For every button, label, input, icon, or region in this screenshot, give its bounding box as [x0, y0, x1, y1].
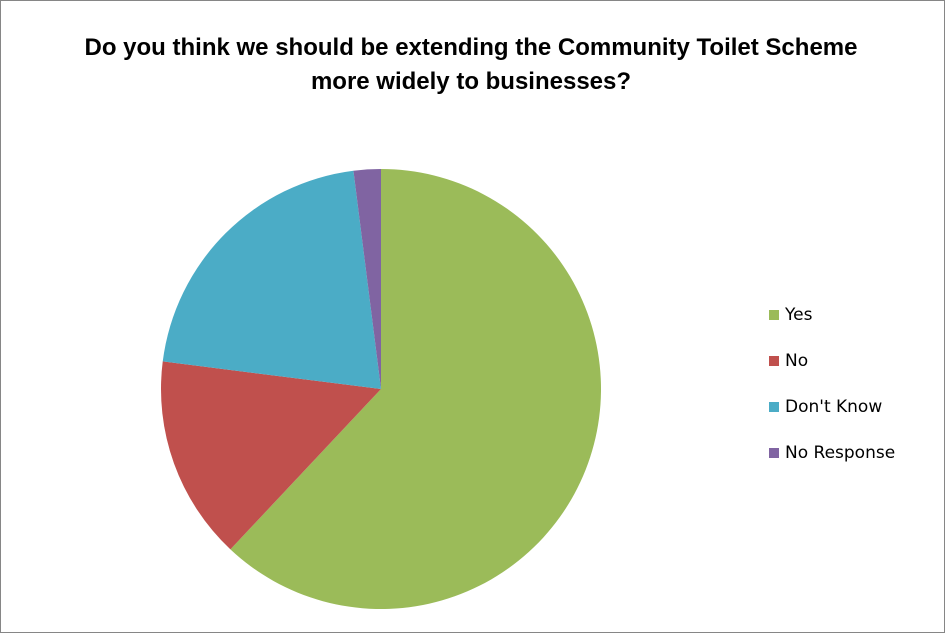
- legend-label-yes: Yes: [785, 304, 813, 325]
- legend-label-dont-know: Don't Know: [785, 396, 883, 417]
- legend-swatch-yes: [769, 309, 779, 320]
- legend-swatch-dont-know: [769, 401, 779, 412]
- legend-swatch-no: [769, 355, 779, 366]
- legend-label-no: No: [785, 350, 809, 371]
- legend-item-yes: Yes: [769, 303, 895, 326]
- legend-swatch-no-response: [769, 447, 779, 458]
- legend-item-dont-know: Don't Know: [769, 395, 895, 418]
- legend-item-no: No: [769, 349, 895, 372]
- pie-slice-no: [161, 361, 381, 550]
- pie-slice-no-response: [353, 169, 381, 389]
- legend-item-no-response: No Response: [769, 441, 895, 464]
- legend-label-no-response: No Response: [785, 442, 896, 463]
- pie-slice-don-t-know: [162, 170, 381, 389]
- chart-title: Do you think we should be extending the …: [84, 34, 858, 95]
- legend: Yes No Don't Know No Response: [769, 303, 895, 487]
- pie-slice-yes: [230, 169, 601, 610]
